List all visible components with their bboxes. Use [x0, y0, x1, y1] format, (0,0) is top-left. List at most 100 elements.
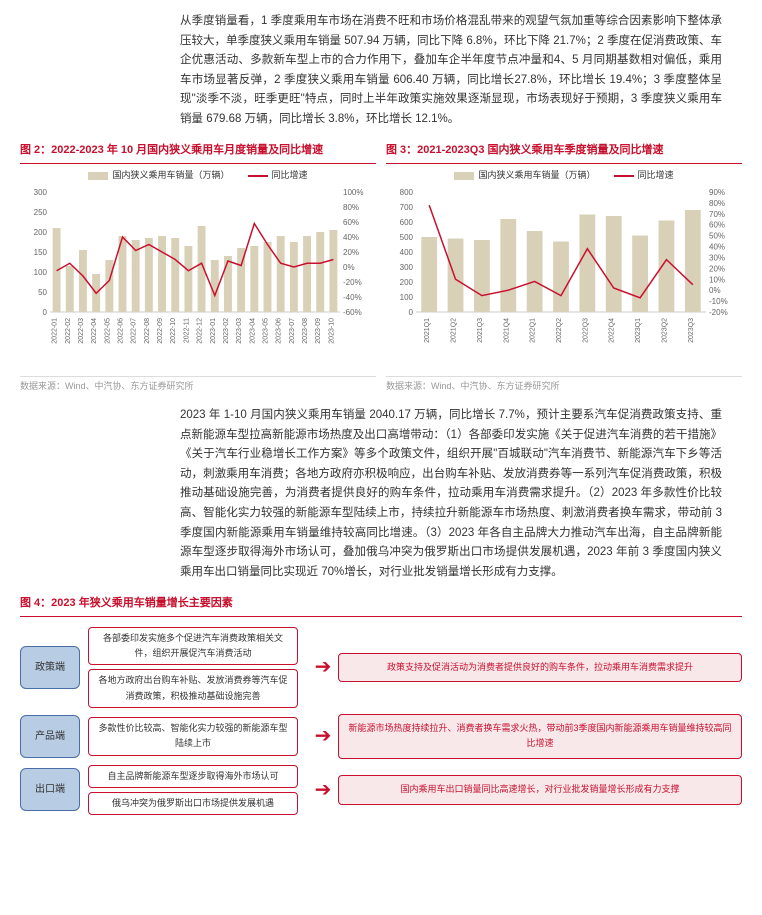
legend-bar-swatch	[88, 172, 108, 180]
arrow-icon: ➔	[308, 719, 338, 753]
legend-line-label: 同比增速	[272, 168, 308, 183]
svg-text:2023-06: 2023-06	[276, 318, 283, 344]
svg-text:2023Q3: 2023Q3	[688, 318, 695, 343]
svg-text:2022Q3: 2022Q3	[582, 318, 589, 343]
svg-text:2023-09: 2023-09	[315, 318, 322, 344]
svg-text:2022-01: 2022-01	[52, 318, 59, 344]
factor-label: 产品端	[20, 715, 80, 758]
svg-text:2023-10: 2023-10	[328, 318, 335, 344]
factors-diagram: 政策端各部委印发实施多个促进汽车消费政策相关文件，组织开展促汽车消费活动各地方政…	[20, 627, 742, 815]
svg-text:60%: 60%	[709, 221, 725, 230]
svg-text:20%: 20%	[343, 248, 359, 257]
svg-text:2022-04: 2022-04	[91, 318, 98, 344]
svg-text:2022-09: 2022-09	[157, 318, 164, 344]
svg-text:2021Q4: 2021Q4	[503, 318, 510, 343]
chart-2-title: 图 2：2022-2023 年 10 月国内狭义乘用车月度销量及同比增速	[20, 141, 376, 164]
legend-bar-label: 国内狭义乘用车销量（万辆）	[112, 168, 229, 183]
svg-text:2023-04: 2023-04	[249, 318, 256, 344]
svg-text:2021Q2: 2021Q2	[451, 318, 458, 343]
chart-2: 图 2：2022-2023 年 10 月国内狭义乘用车月度销量及同比增速 国内狭…	[20, 141, 376, 394]
svg-text:250: 250	[34, 208, 48, 217]
svg-text:100: 100	[400, 293, 414, 302]
svg-text:2021Q3: 2021Q3	[477, 318, 484, 343]
chart-3-legend: 国内狭义乘用车销量（万辆） 同比增速	[386, 168, 742, 183]
factor-row: 出口端自主品牌新能源车型逐步取得海外市场认可俄乌冲突为俄罗斯出口市场提供发展机遇…	[20, 765, 742, 816]
svg-text:500: 500	[400, 233, 414, 242]
charts-row: 图 2：2022-2023 年 10 月国内狭义乘用车月度销量及同比增速 国内狭…	[20, 141, 742, 394]
svg-text:-20%: -20%	[709, 308, 728, 317]
svg-text:50%: 50%	[709, 232, 725, 241]
svg-text:-20%: -20%	[343, 278, 362, 287]
legend-line-swatch	[614, 175, 634, 177]
svg-text:100: 100	[34, 268, 48, 277]
factor-left-box: 各部委印发实施多个促进汽车消费政策相关文件，组织开展促汽车消费活动	[88, 627, 298, 666]
svg-text:800: 800	[400, 188, 414, 197]
svg-text:2023-08: 2023-08	[302, 318, 309, 344]
legend-bar-swatch	[454, 172, 474, 180]
svg-text:90%: 90%	[709, 188, 725, 197]
svg-text:80%: 80%	[709, 199, 725, 208]
chart-2-legend: 国内狭义乘用车销量（万辆） 同比增速	[20, 168, 376, 183]
svg-text:2022-07: 2022-07	[131, 318, 138, 344]
svg-text:-10%: -10%	[709, 297, 728, 306]
factor-right-box: 国内乘用车出口销量同比高速增长，对行业批发销量增长形成有力支撑	[338, 775, 742, 804]
svg-text:2022-12: 2022-12	[197, 318, 204, 344]
svg-text:2023-01: 2023-01	[210, 318, 217, 344]
svg-text:0%: 0%	[709, 286, 721, 295]
svg-text:2022-10: 2022-10	[170, 318, 177, 344]
factor-left-box: 多款性价比较高、智能化实力较强的新能源车型陆续上市	[88, 717, 298, 756]
factor-left-box: 各地方政府出台购车补贴、发放消费券等汽车促消费政策，积极推动基础设施完善	[88, 669, 298, 708]
svg-text:-40%: -40%	[343, 293, 362, 302]
svg-text:20%: 20%	[709, 265, 725, 274]
svg-text:2022Q2: 2022Q2	[556, 318, 563, 343]
svg-text:300: 300	[400, 263, 414, 272]
factor-left-col: 多款性价比较高、智能化实力较强的新能源车型陆续上市	[88, 717, 298, 756]
svg-text:700: 700	[400, 203, 414, 212]
svg-text:400: 400	[400, 248, 414, 257]
factor-row: 政策端各部委印发实施多个促进汽车消费政策相关文件，组织开展促汽车消费活动各地方政…	[20, 627, 742, 708]
paragraph-quarterly: 从季度销量看，1 季度乘用车市场在消费不旺和市场价格混乱带来的观望气氛加重等综合…	[180, 12, 722, 129]
svg-text:40%: 40%	[709, 243, 725, 252]
arrow-icon: ➔	[308, 773, 338, 807]
factor-left-col: 各部委印发实施多个促进汽车消费政策相关文件，组织开展促汽车消费活动各地方政府出台…	[88, 627, 298, 708]
svg-text:-60%: -60%	[343, 308, 362, 317]
svg-text:150: 150	[34, 248, 48, 257]
svg-text:60%: 60%	[343, 218, 359, 227]
svg-text:2023Q1: 2023Q1	[635, 318, 642, 343]
arrow-icon: ➔	[308, 650, 338, 684]
factor-right-box: 新能源市场热度持续拉升、消费者换车需求火热，带动前3季度国内新能源乘用车销量维持…	[338, 714, 742, 759]
chart-4-title: 图 4：2023 年狭义乘用车销量增长主要因素	[20, 594, 742, 617]
chart-3-source: 数据来源：Wind、中汽协、东方证券研究所	[386, 376, 742, 394]
factor-right-box: 政策支持及促消活动为消费者提供良好的购车条件，拉动乘用车消费需求提升	[338, 653, 742, 682]
svg-text:0: 0	[409, 308, 414, 317]
svg-text:40%: 40%	[343, 233, 359, 242]
svg-text:80%: 80%	[343, 203, 359, 212]
svg-text:0%: 0%	[343, 263, 355, 272]
chart-3-title: 图 3：2021-2023Q3 国内狭义乘用车季度销量及同比增速	[386, 141, 742, 164]
paragraph-factors: 2023 年 1-10 月国内狭义乘用车销量 2040.17 万辆，同比增长 7…	[180, 406, 722, 582]
svg-text:600: 600	[400, 218, 414, 227]
svg-text:50: 50	[38, 288, 47, 297]
svg-text:30%: 30%	[709, 254, 725, 263]
svg-text:2022Q1: 2022Q1	[530, 318, 537, 343]
factor-left-box: 俄乌冲突为俄罗斯出口市场提供发展机遇	[88, 792, 298, 815]
legend-line-label: 同比增速	[638, 168, 674, 183]
factor-label: 出口端	[20, 768, 80, 811]
svg-text:70%: 70%	[709, 210, 725, 219]
svg-text:0: 0	[43, 308, 48, 317]
svg-text:10%: 10%	[709, 276, 725, 285]
factor-left-col: 自主品牌新能源车型逐步取得海外市场认可俄乌冲突为俄罗斯出口市场提供发展机遇	[88, 765, 298, 816]
chart-2-svg: 0 50 100 150 200 250 300 -60% -40% -20% 0% 20% 40% 60…	[20, 187, 370, 367]
svg-text:2023-05: 2023-05	[263, 318, 270, 344]
svg-text:300: 300	[34, 188, 48, 197]
svg-text:200: 200	[34, 228, 48, 237]
svg-text:2023Q2: 2023Q2	[661, 318, 668, 343]
svg-text:2022-03: 2022-03	[78, 318, 85, 344]
svg-text:2022-05: 2022-05	[104, 318, 111, 344]
factor-row: 产品端多款性价比较高、智能化实力较强的新能源车型陆续上市 ➔新能源市场热度持续拉升…	[20, 714, 742, 759]
legend-bar-label: 国内狭义乘用车销量（万辆）	[478, 168, 595, 183]
svg-text:2021Q1: 2021Q1	[424, 318, 431, 343]
svg-text:2022-11: 2022-11	[183, 318, 190, 343]
legend-line-swatch	[248, 175, 268, 177]
svg-text:2023-03: 2023-03	[236, 318, 243, 344]
